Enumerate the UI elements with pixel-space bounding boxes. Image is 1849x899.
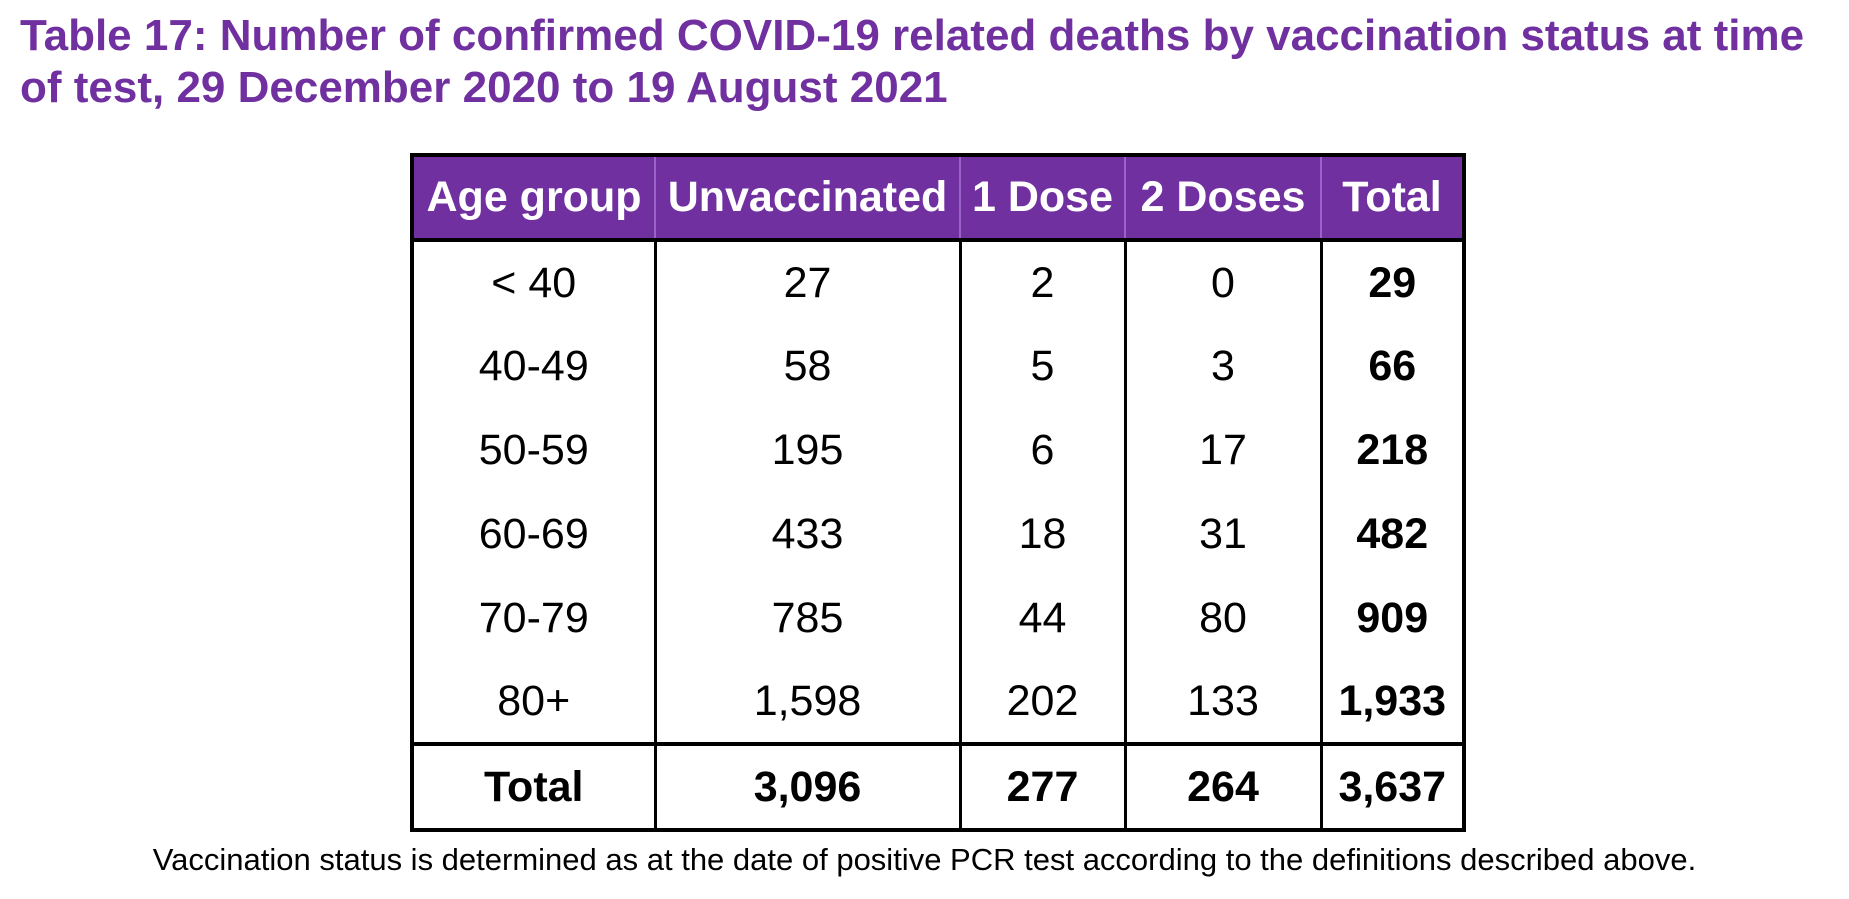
total-row-label: Total: [412, 742, 657, 830]
two-doses-cell: 17: [1123, 408, 1323, 492]
row-total-cell: 29: [1319, 240, 1464, 324]
two-doses-cell: 133: [1123, 660, 1323, 744]
table-row: 60-69 433 18 31 482: [412, 492, 1464, 576]
one-dose-cell: 5: [958, 324, 1127, 408]
column-header-two-doses: 2 Doses: [1124, 155, 1321, 242]
row-total-cell: 66: [1319, 324, 1464, 408]
deaths-by-vaccination-status-table: Age group Unvaccinated 1 Dose 2 Doses To…: [410, 153, 1466, 832]
one-dose-cell: 6: [958, 408, 1127, 492]
one-dose-cell: 44: [958, 576, 1127, 660]
two-doses-cell: 0: [1123, 240, 1323, 324]
column-header-unvaccinated: Unvaccinated: [654, 155, 960, 242]
row-total-cell: 218: [1319, 408, 1464, 492]
unvaccinated-cell: 1,598: [653, 660, 962, 744]
column-header-total: Total: [1320, 155, 1464, 242]
total-two-doses-cell: 264: [1123, 742, 1323, 830]
table-row: 70-79 785 44 80 909: [412, 576, 1464, 660]
header-row: Age group Unvaccinated 1 Dose 2 Doses To…: [412, 155, 1464, 242]
one-dose-cell: 2: [958, 240, 1127, 324]
two-doses-cell: 31: [1123, 492, 1323, 576]
table-row: < 40 27 2 0 29: [412, 240, 1464, 324]
age-group-cell: 60-69: [412, 492, 657, 576]
age-group-cell: < 40: [412, 240, 657, 324]
age-group-cell: 80+: [412, 660, 657, 744]
column-header-one-dose: 1 Dose: [959, 155, 1125, 242]
page-title: Table 17: Number of confirmed COVID-19 r…: [20, 10, 1804, 114]
row-total-cell: 1,933: [1319, 660, 1464, 744]
column-header-age-group: Age group: [412, 155, 655, 242]
row-total-cell: 482: [1319, 492, 1464, 576]
footnote: Vaccination status is determined as at t…: [152, 842, 1697, 877]
unvaccinated-cell: 58: [653, 324, 962, 408]
unvaccinated-cell: 785: [653, 576, 962, 660]
row-total-cell: 909: [1319, 576, 1464, 660]
total-row: Total 3,096 277 264 3,637: [412, 742, 1464, 830]
one-dose-cell: 202: [958, 660, 1127, 744]
one-dose-cell: 18: [958, 492, 1127, 576]
two-doses-cell: 3: [1123, 324, 1323, 408]
unvaccinated-cell: 195: [653, 408, 962, 492]
table-row: 50-59 195 6 17 218: [412, 408, 1464, 492]
page-title-line2: of test, 29 December 2020 to 19 August 2…: [20, 63, 948, 112]
total-unvaccinated-cell: 3,096: [653, 742, 962, 830]
total-one-dose-cell: 277: [958, 742, 1127, 830]
table-row: 80+ 1,598 202 133 1,933: [412, 660, 1464, 744]
age-group-cell: 50-59: [412, 408, 657, 492]
age-group-cell: 70-79: [412, 576, 657, 660]
two-doses-cell: 80: [1123, 576, 1323, 660]
table-row: 40-49 58 5 3 66: [412, 324, 1464, 408]
page-title-line1: Table 17: Number of confirmed COVID-19 r…: [20, 11, 1805, 60]
unvaccinated-cell: 27: [653, 240, 962, 324]
unvaccinated-cell: 433: [653, 492, 962, 576]
age-group-cell: 40-49: [412, 324, 657, 408]
grand-total-cell: 3,637: [1319, 742, 1464, 830]
